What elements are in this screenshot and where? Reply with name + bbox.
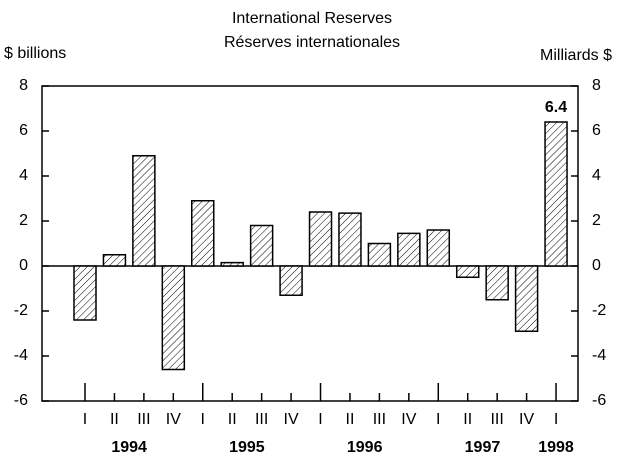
x-tick-label: I [83, 411, 87, 428]
bar [485, 265, 509, 301]
y-tick-label: 2 [19, 212, 28, 229]
x-tick-label: I [201, 411, 205, 428]
bar [220, 261, 244, 267]
y2-tick-label: 4 [592, 167, 601, 184]
bar [308, 211, 333, 267]
bar [249, 224, 274, 267]
y-axis-label: $ billions [4, 45, 66, 62]
chart-subtitle: Réserves internationales [224, 34, 400, 51]
bar [279, 265, 303, 296]
x-tick-label: IV [166, 411, 181, 428]
year-label: 1994 [111, 439, 147, 456]
bar [191, 200, 215, 267]
bar [132, 155, 156, 267]
x-tick-label: I [554, 411, 558, 428]
x-tick-label: IV [519, 411, 534, 428]
bar [514, 265, 539, 332]
y2-tick-label: 2 [592, 212, 601, 229]
y-tick-label: 6 [19, 122, 28, 139]
x-tick-label: IV [284, 411, 299, 428]
chart-title: International Reserves [232, 10, 392, 27]
x-tick-label: III [137, 411, 150, 428]
x-tick-label: IV [401, 411, 416, 428]
y-tick-label: -6 [14, 392, 28, 409]
bar [102, 254, 127, 267]
x-tick-label: II [463, 411, 472, 428]
y2-tick-label: 0 [592, 257, 601, 274]
x-tick-label: I [318, 411, 322, 428]
y-tick-label: 8 [19, 77, 28, 94]
bar [426, 229, 451, 267]
x-tick-label: III [255, 411, 268, 428]
y-tick-label: -2 [14, 302, 28, 319]
bar [161, 265, 186, 371]
x-tick-label: II [228, 411, 237, 428]
x-tick-label: III [490, 411, 503, 428]
y-tick-label: 4 [19, 167, 28, 184]
y2-tick-label: -4 [592, 347, 606, 364]
bar [455, 265, 480, 278]
bar [367, 242, 392, 267]
y2-tick-label: 6 [592, 122, 601, 139]
y2-axis-label: Milliards $ [540, 47, 612, 64]
year-label: 1997 [465, 439, 501, 456]
y2-tick-label: -6 [592, 392, 606, 409]
year-label: 1998 [538, 439, 574, 456]
bar [397, 232, 421, 267]
year-label: 1996 [347, 439, 383, 456]
y2-tick-label: 8 [592, 77, 601, 94]
bar [73, 265, 97, 321]
y2-tick-label: -2 [592, 302, 606, 319]
x-tick-label: II [346, 411, 355, 428]
x-tick-label: I [436, 411, 440, 428]
bar [544, 121, 568, 267]
x-tick-label: II [110, 411, 119, 428]
plot-frame [41, 85, 579, 402]
y-tick-label: -4 [14, 347, 28, 364]
y-tick-label: 0 [19, 257, 28, 274]
bar [338, 212, 362, 267]
x-tick-label: III [373, 411, 386, 428]
year-label: 1995 [229, 439, 265, 456]
value-label: 6.4 [545, 99, 567, 116]
